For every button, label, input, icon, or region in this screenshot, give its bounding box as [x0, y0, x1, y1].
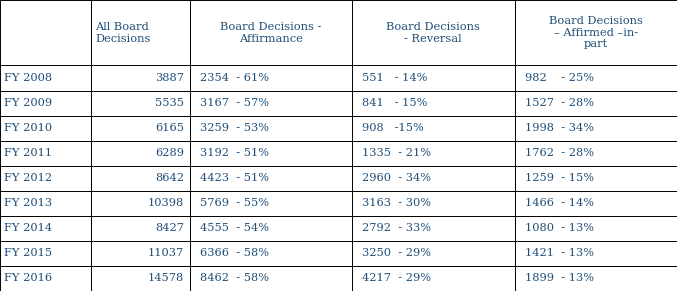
Text: 3250  - 29%: 3250 - 29% [362, 249, 431, 258]
Bar [190, 166, 352, 191]
Bar [0, 116, 91, 141]
Bar [352, 116, 515, 141]
Text: 1259  - 15%: 1259 - 15% [525, 173, 594, 183]
Text: Board Decisions
– Affirmed –in-
part: Board Decisions – Affirmed –in- part [549, 16, 642, 49]
Bar [91, 141, 190, 166]
Bar [190, 65, 352, 91]
Text: 3259  - 53%: 3259 - 53% [200, 123, 269, 133]
Text: 8642: 8642 [155, 173, 184, 183]
Text: 10398: 10398 [148, 198, 184, 208]
Text: 3167  - 57%: 3167 - 57% [200, 98, 269, 108]
Bar [91, 65, 190, 91]
Bar [515, 141, 677, 166]
Bar [352, 216, 515, 241]
Text: 982    - 25%: 982 - 25% [525, 73, 594, 83]
Bar [515, 191, 677, 216]
Bar [352, 141, 515, 166]
Text: 1335  - 21%: 1335 - 21% [362, 148, 431, 158]
Text: All Board
Decisions: All Board Decisions [95, 22, 151, 44]
Bar [190, 191, 352, 216]
Text: FY 2013: FY 2013 [4, 198, 52, 208]
Bar [190, 266, 352, 291]
Bar [91, 91, 190, 116]
Text: 11037: 11037 [148, 249, 184, 258]
Bar [352, 65, 515, 91]
Bar [190, 0, 352, 65]
Bar [91, 266, 190, 291]
Bar [352, 241, 515, 266]
Bar [352, 166, 515, 191]
Bar [0, 65, 91, 91]
Text: 6366  - 58%: 6366 - 58% [200, 249, 269, 258]
Bar [190, 141, 352, 166]
Bar [91, 0, 190, 65]
Text: 1998  - 34%: 1998 - 34% [525, 123, 594, 133]
Bar [352, 191, 515, 216]
Text: FY 2014: FY 2014 [4, 223, 52, 233]
Text: 1527  - 28%: 1527 - 28% [525, 98, 594, 108]
Text: 908   -15%: 908 -15% [362, 123, 424, 133]
Bar [352, 0, 515, 65]
Text: 3887: 3887 [155, 73, 184, 83]
Bar [190, 116, 352, 141]
Bar [515, 116, 677, 141]
Text: 4555  - 54%: 4555 - 54% [200, 223, 269, 233]
Text: FY 2010: FY 2010 [4, 123, 52, 133]
Bar [515, 166, 677, 191]
Text: 5535: 5535 [155, 98, 184, 108]
Bar [515, 216, 677, 241]
Text: 551   - 14%: 551 - 14% [362, 73, 428, 83]
Text: 4217  - 29%: 4217 - 29% [362, 274, 431, 283]
Text: FY 2012: FY 2012 [4, 173, 52, 183]
Text: Board Decisions -
Affirmance: Board Decisions - Affirmance [220, 22, 322, 44]
Bar [91, 116, 190, 141]
Bar [515, 0, 677, 65]
Text: FY 2016: FY 2016 [4, 274, 52, 283]
Bar [0, 141, 91, 166]
Bar [91, 191, 190, 216]
Text: 2960  - 34%: 2960 - 34% [362, 173, 431, 183]
Bar [352, 91, 515, 116]
Bar [515, 65, 677, 91]
Bar [190, 241, 352, 266]
Text: 2792  - 33%: 2792 - 33% [362, 223, 431, 233]
Text: 1421  - 13%: 1421 - 13% [525, 249, 594, 258]
Text: 8462  - 58%: 8462 - 58% [200, 274, 269, 283]
Bar [190, 216, 352, 241]
Text: 1080  - 13%: 1080 - 13% [525, 223, 594, 233]
Bar [0, 91, 91, 116]
Text: 6289: 6289 [155, 148, 184, 158]
Bar [0, 266, 91, 291]
Bar [515, 91, 677, 116]
Text: 2354  - 61%: 2354 - 61% [200, 73, 269, 83]
Bar [515, 266, 677, 291]
Bar [0, 0, 91, 65]
Bar [91, 166, 190, 191]
Text: 841   - 15%: 841 - 15% [362, 98, 428, 108]
Text: 5769  - 55%: 5769 - 55% [200, 198, 269, 208]
Bar [0, 191, 91, 216]
Bar [352, 266, 515, 291]
Text: FY 2008: FY 2008 [4, 73, 52, 83]
Text: 3163  - 30%: 3163 - 30% [362, 198, 431, 208]
Text: 1466  - 14%: 1466 - 14% [525, 198, 594, 208]
Bar [0, 216, 91, 241]
Text: 3192  - 51%: 3192 - 51% [200, 148, 269, 158]
Text: 6165: 6165 [155, 123, 184, 133]
Text: Board Decisions
- Reversal: Board Decisions - Reversal [387, 22, 480, 44]
Text: 4423  - 51%: 4423 - 51% [200, 173, 269, 183]
Text: 8427: 8427 [155, 223, 184, 233]
Bar [190, 91, 352, 116]
Text: 1762  - 28%: 1762 - 28% [525, 148, 594, 158]
Bar [91, 241, 190, 266]
Bar [91, 216, 190, 241]
Bar [0, 166, 91, 191]
Bar [0, 241, 91, 266]
Text: FY 2015: FY 2015 [4, 249, 52, 258]
Text: 1899  - 13%: 1899 - 13% [525, 274, 594, 283]
Text: FY 2011: FY 2011 [4, 148, 52, 158]
Bar [515, 241, 677, 266]
Text: FY 2009: FY 2009 [4, 98, 52, 108]
Text: 14578: 14578 [148, 274, 184, 283]
